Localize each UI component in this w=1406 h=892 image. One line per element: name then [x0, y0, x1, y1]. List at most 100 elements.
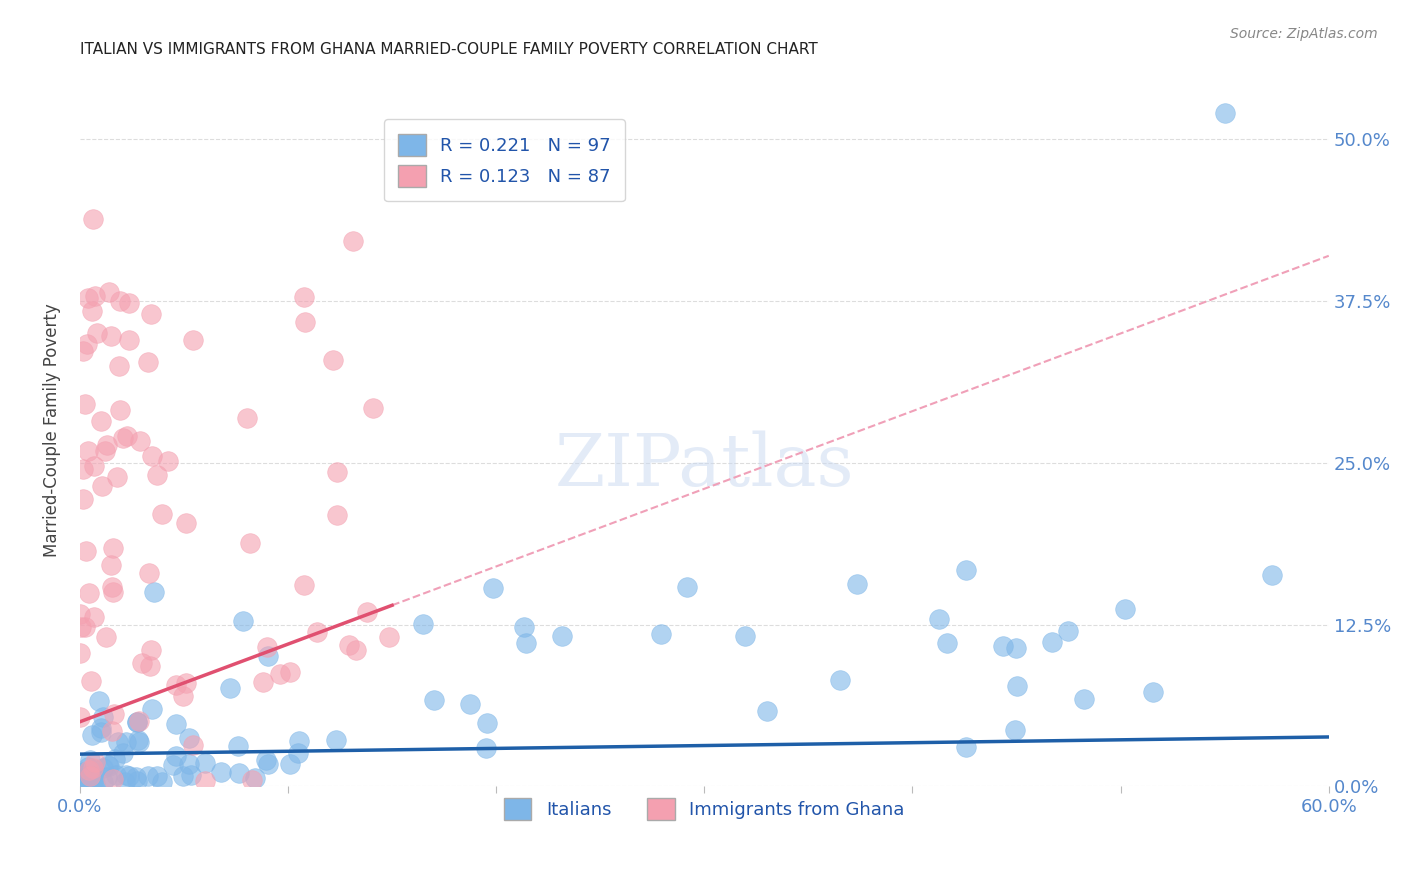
Point: [650, 627, 672, 641]
Point: [1213, 106, 1236, 120]
Point: [150, 507, 173, 521]
Point: [1057, 624, 1080, 638]
Point: [84, 289, 107, 303]
Point: [110, 293, 132, 308]
Point: [344, 643, 367, 657]
Point: [194, 756, 217, 770]
Point: [77, 444, 100, 458]
Point: [141, 449, 163, 463]
Point: [79, 769, 101, 783]
Point: [1142, 685, 1164, 699]
Point: [83, 458, 105, 473]
Point: [118, 769, 141, 783]
Point: [475, 715, 498, 730]
Point: [131, 656, 153, 670]
Point: [93, 444, 115, 458]
Point: [165, 678, 187, 692]
Point: [141, 702, 163, 716]
Point: [356, 605, 378, 619]
Point: [1073, 692, 1095, 706]
Point: [830, 673, 852, 687]
Point: [257, 648, 280, 663]
Point: [955, 739, 977, 754]
Point: [87, 694, 110, 708]
Point: [280, 756, 302, 771]
Point: [72, 764, 94, 779]
Point: [287, 734, 309, 748]
Point: [82, 762, 104, 776]
Point: [136, 355, 159, 369]
Point: [82, 778, 104, 792]
Point: [90, 479, 112, 493]
Point: [84, 755, 107, 769]
Point: [107, 359, 129, 373]
Point: [104, 752, 127, 766]
Point: [412, 617, 434, 632]
Point: [75, 397, 97, 411]
Point: [136, 769, 159, 783]
Point: [111, 431, 134, 445]
Point: [75, 544, 97, 558]
Point: [1260, 568, 1282, 582]
Point: [150, 775, 173, 789]
Point: [82, 212, 104, 227]
Point: [143, 585, 166, 599]
Point: [91, 710, 114, 724]
Point: [325, 732, 347, 747]
Point: [82, 770, 104, 784]
Text: Source: ZipAtlas.com: Source: ZipAtlas.com: [1230, 27, 1378, 41]
Point: [342, 234, 364, 248]
Point: [118, 296, 141, 310]
Point: [69, 709, 91, 723]
Point: [96, 437, 118, 451]
Point: [755, 704, 778, 718]
Point: [1005, 679, 1028, 693]
Point: [90, 414, 112, 428]
Point: [232, 614, 254, 628]
Point: [141, 307, 163, 321]
Point: [79, 753, 101, 767]
Point: [322, 352, 344, 367]
Point: [128, 735, 150, 749]
Point: [125, 715, 148, 730]
Point: [177, 731, 200, 745]
Point: [551, 629, 574, 643]
Point: [72, 491, 94, 506]
Point: [256, 757, 278, 772]
Point: [103, 706, 125, 721]
Point: [165, 748, 187, 763]
Point: [278, 665, 301, 679]
Point: [103, 541, 125, 556]
Point: [252, 674, 274, 689]
Point: [70, 765, 93, 780]
Point: [90, 725, 112, 739]
Text: ZIPatlas: ZIPatlas: [554, 431, 853, 501]
Point: [69, 607, 91, 621]
Point: [105, 768, 128, 782]
Point: [146, 467, 169, 482]
Point: [72, 343, 94, 358]
Point: [107, 735, 129, 749]
Point: [82, 761, 104, 775]
Point: [100, 558, 122, 572]
Point: [236, 411, 259, 425]
Point: [269, 667, 291, 681]
Point: [287, 746, 309, 760]
Point: [125, 774, 148, 789]
Point: [515, 636, 537, 650]
Point: [127, 715, 149, 730]
Point: [734, 629, 756, 643]
Point: [181, 333, 204, 347]
Point: [194, 773, 217, 788]
Point: [96, 771, 118, 785]
Point: [128, 714, 150, 728]
Point: [86, 326, 108, 340]
Point: [1004, 723, 1026, 737]
Point: [127, 733, 149, 747]
Point: [111, 746, 134, 760]
Point: [79, 763, 101, 777]
Point: [91, 775, 114, 789]
Point: [101, 585, 124, 599]
Point: [82, 304, 104, 318]
Point: [993, 639, 1015, 653]
